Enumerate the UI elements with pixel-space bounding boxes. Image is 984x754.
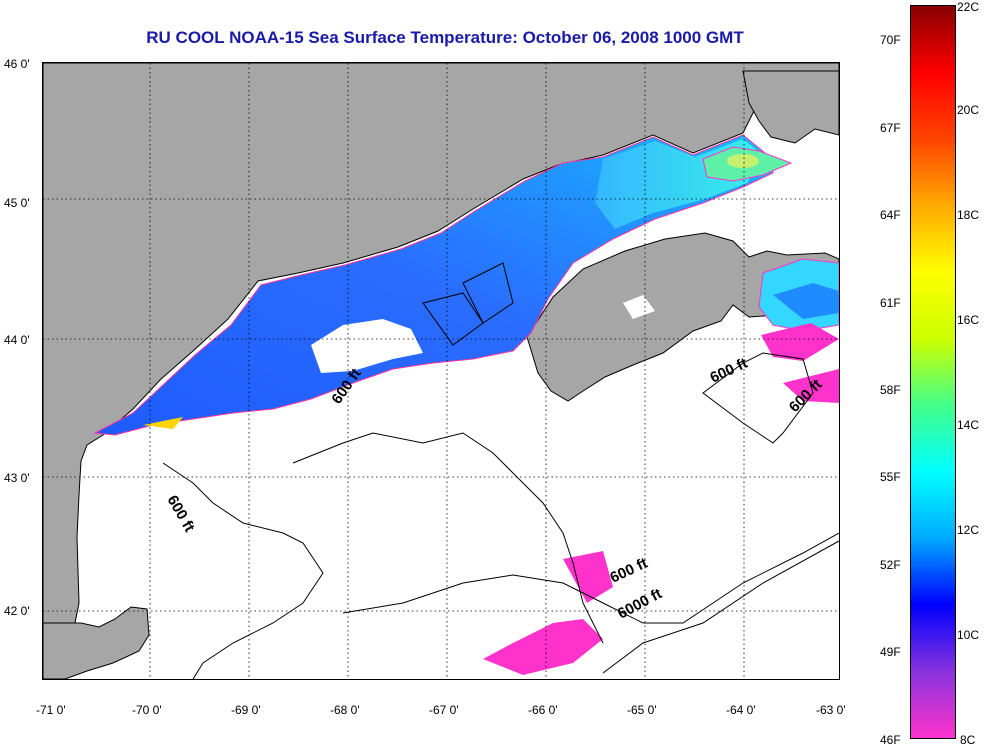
contour-label-6000-south: 6000 ft — [615, 585, 665, 622]
cb-f-61: 61F — [880, 296, 901, 310]
cb-f-55: 55F — [880, 470, 901, 484]
cb-c-12: 12C — [957, 523, 980, 537]
cb-c-10: 10C — [957, 628, 980, 642]
cloud-patch — [311, 319, 423, 373]
lon-label-66: -66 0' — [528, 703, 558, 717]
lat-label-45: 45 0' — [4, 196, 30, 210]
lat-label-42: 42 0' — [4, 604, 30, 618]
land-cape-cod — [43, 606, 150, 679]
lon-label-68: -68 0' — [330, 703, 360, 717]
sst-cold-patch-south — [483, 619, 603, 675]
cb-c-18: 18C — [957, 208, 980, 222]
cb-c-16: 16C — [957, 313, 980, 327]
temperature-colorbar — [910, 5, 956, 739]
lon-label-69: -69 0' — [231, 703, 261, 717]
land-new-england — [43, 63, 839, 624]
lon-label-64: -64 0' — [726, 703, 756, 717]
sst-warm-edge — [143, 417, 183, 429]
lat-label-46: 46 0' — [4, 57, 30, 71]
cb-f-64: 64F — [880, 208, 901, 222]
cb-f-46: 46F — [880, 733, 901, 747]
cb-c-22: 22C — [957, 0, 980, 14]
lon-label-67: -67 0' — [429, 703, 459, 717]
lon-label-71: -71 0' — [36, 703, 66, 717]
sst-map[interactable]: 600 ft 600 ft 600 ft 600 ft 600 ft 6000 … — [42, 62, 840, 680]
contour-label-600-west: 600 ft — [164, 493, 198, 535]
map-title: RU COOL NOAA-15 Sea Surface Temperature:… — [146, 28, 744, 47]
lon-label-65: -65 0' — [627, 703, 657, 717]
cb-c-14: 14C — [957, 418, 980, 432]
bathymetry-contours — [162, 262, 839, 679]
land-cape-breton — [742, 70, 839, 144]
cb-f-49: 49F — [880, 645, 901, 659]
cb-f-70: 70F — [880, 33, 901, 47]
lon-label-70: -70 0' — [132, 703, 162, 717]
contour-label-600-south: 600 ft — [608, 555, 651, 587]
graticule — [43, 63, 839, 679]
cb-c-8: 8C — [960, 733, 976, 747]
cb-c-20: 20C — [957, 103, 980, 117]
contour-label-600-east: 600 ft — [708, 355, 751, 387]
lat-label-44: 44 0' — [4, 333, 30, 347]
sst-cold-patch-south-2 — [563, 551, 613, 603]
cb-f-58: 58F — [880, 383, 901, 397]
lon-label-63: -63 0' — [816, 703, 846, 717]
sst-map-canvas: 600 ft 600 ft 600 ft 600 ft 600 ft 6000 … — [43, 63, 839, 679]
sst-cold-patch-east — [761, 323, 839, 361]
cb-f-52: 52F — [880, 558, 901, 572]
cb-f-67: 67F — [880, 121, 901, 135]
lat-label-43: 43 0' — [4, 471, 30, 485]
